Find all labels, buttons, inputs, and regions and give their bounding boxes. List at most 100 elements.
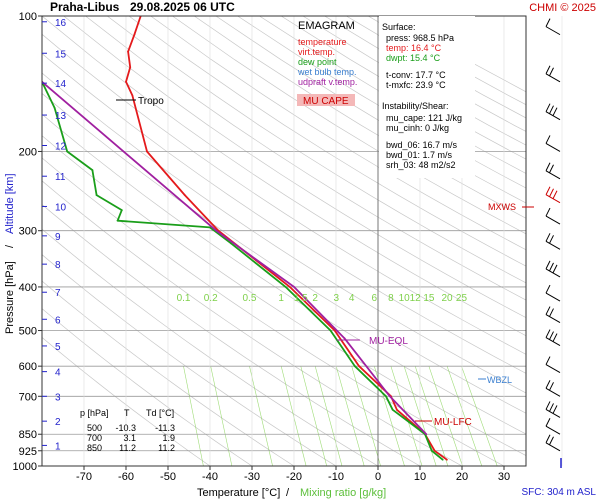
altitude-tick-label: 10: [55, 202, 67, 213]
mu-cinh: mu_cinh: 0 J/kg: [386, 123, 449, 133]
dry-adiabat: [106, 16, 526, 284]
wbzl-label: WBZL: [487, 375, 512, 385]
table-header: T: [124, 408, 130, 418]
wind-barb-flag: [549, 235, 554, 244]
wind-barb-flag: [552, 107, 558, 116]
series-point: [129, 66, 132, 69]
wind-barb-flag: [545, 162, 551, 172]
mu-cape: mu_cape: 121 J/kg: [386, 113, 462, 123]
pressure-tick-label: 925: [19, 446, 37, 458]
dry-adiabat: [42, 16, 526, 337]
wind-barb: [545, 170, 561, 180]
legend-title: EMAGRAM: [298, 20, 355, 32]
wind-barb: [545, 387, 561, 397]
wind-barb-flag: [545, 103, 551, 112]
mixing-ratio-line: [351, 366, 381, 466]
cape-badge: [297, 94, 355, 106]
series-point: [430, 449, 433, 452]
series-point: [329, 329, 332, 332]
wind-barb: [545, 215, 561, 225]
mixing-ratio-label: 0.2: [204, 293, 218, 304]
series-point: [127, 50, 129, 53]
table-cell: 500: [87, 423, 102, 433]
series-point: [396, 408, 398, 411]
table-cell: 3.1: [123, 433, 136, 443]
dry-adiabat: [42, 53, 526, 374]
legend-item: dew point: [298, 57, 337, 67]
series-point: [288, 286, 291, 288]
temp-tick-label: -40: [202, 471, 218, 483]
srh-03: srh_03: 48 m2/s2: [386, 160, 456, 170]
pressure-tick-label: 500: [19, 326, 37, 338]
xlabel-temp: Temperature [°C]: [197, 487, 280, 499]
mixing-ratio-line: [446, 366, 483, 466]
series-point: [183, 194, 186, 196]
series-point: [391, 408, 394, 411]
wind-barb: [545, 442, 561, 452]
table-cell: -11.3: [155, 423, 175, 433]
table-cell: 850: [87, 443, 102, 453]
mixing-ratio-label: 1.5: [294, 293, 308, 304]
wind-barb-flag: [549, 67, 554, 76]
series-point: [358, 365, 360, 368]
temp-tick-label: -60: [118, 471, 134, 483]
ylabel: Pressure [hPa] / Altitude [km]: [4, 173, 16, 334]
temp-tick-label: -50: [160, 471, 176, 483]
wind-barb-flag: [545, 284, 551, 294]
wind-barb: [545, 240, 561, 250]
plot-frame: [41, 15, 527, 467]
wind-barb-flag: [545, 135, 551, 144]
altitude-tick-label: 15: [55, 49, 67, 60]
altitude-tick-label: 2: [55, 417, 61, 428]
legend-item: udpraft v.temp.: [298, 77, 357, 87]
wind-barb-flag: [545, 65, 551, 74]
altitude-tick-label: 6: [55, 315, 61, 326]
wind-barb-flag: [545, 207, 551, 217]
wind-barb-flag: [545, 380, 551, 389]
surface-title: Surface:: [382, 22, 416, 32]
pressure-tick-label: 100: [19, 11, 37, 23]
series-point: [215, 229, 218, 232]
grid-layer: [42, 16, 526, 466]
axes-layer: 1002003004005006007008509251000123456789…: [13, 11, 511, 483]
dry-adiabat: [42, 92, 526, 414]
level-annotations: Tropo MU-EQL MU-LFC WBZL MXWS SFC: 304 m…: [116, 96, 596, 498]
temp-tick-label: -20: [286, 471, 302, 483]
wind-barb-flag: [545, 329, 551, 338]
series-point: [95, 194, 98, 196]
series-point: [441, 458, 444, 461]
series-point: [125, 80, 127, 83]
level-table: p [hPa] T Td [°C] 500 -10.3 -11.3 700 3.…: [80, 408, 175, 453]
pressure-tick-label: 600: [19, 361, 37, 373]
wind-barb-flag: [552, 264, 558, 274]
legend-item: temperature: [298, 37, 347, 47]
table-header: p [hPa]: [80, 408, 109, 418]
wind-barb-flag: [549, 308, 554, 317]
wind-barb: [545, 143, 561, 152]
mixing-ratio-label: 3: [333, 293, 339, 304]
series-point: [133, 33, 136, 36]
altitude-tick-label: 3: [55, 392, 61, 403]
wind-barb-flag: [549, 262, 554, 272]
series-point: [120, 209, 123, 212]
series-point: [343, 337, 346, 340]
dry-adiabat: [128, 16, 526, 267]
wind-barb-flag: [549, 105, 554, 114]
series-point: [408, 421, 411, 424]
wind-barb-flag: [545, 434, 551, 443]
mixing-ratio-line: [210, 366, 233, 466]
series-point: [146, 150, 148, 153]
wind-barb-flag: [545, 306, 551, 315]
legend-item: virt.temp.: [298, 47, 335, 57]
datetime: 29.08.2025 06 UTC: [130, 0, 235, 14]
station-name: Praha-Libus: [50, 0, 120, 14]
series-point: [433, 449, 436, 452]
dry-adiabat: [150, 16, 526, 251]
pressure-tick-label: 850: [19, 429, 37, 441]
temp-tick-label: 30: [498, 471, 510, 483]
ylabel-altitude: Altitude [km]: [4, 173, 16, 234]
altitude-tick-label: 14: [55, 79, 67, 90]
altitude-tick-label: 5: [55, 342, 61, 353]
mixing-ratio-line: [414, 366, 449, 466]
